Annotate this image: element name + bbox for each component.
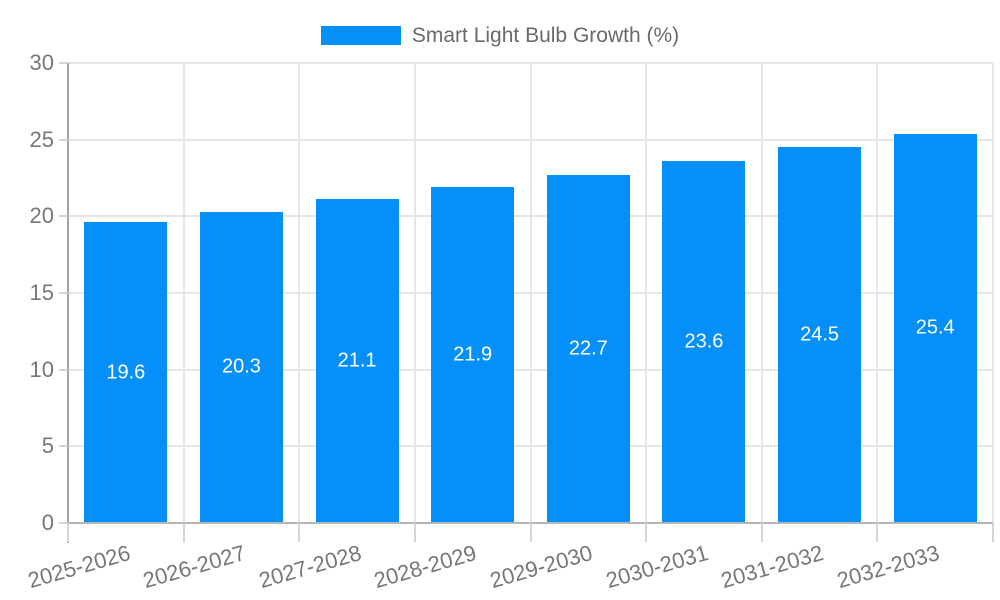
y-tick-label: 10: [29, 356, 54, 382]
x-axis-tick: [645, 523, 648, 542]
legend-item[interactable]: Smart Light Bulb Growth (%): [0, 25, 1000, 46]
y-axis-tick: [59, 62, 68, 64]
legend-swatch-icon: [320, 26, 401, 45]
bar: 21.9: [431, 187, 515, 523]
y-axis-tick: [59, 522, 68, 524]
y-tick-label: 25: [29, 126, 54, 152]
y-axis-tick: [59, 138, 68, 141]
bar: 21.1: [315, 199, 399, 523]
x-tick-label: 2029-2030: [487, 540, 596, 594]
x-tick-label: 2028-2029: [371, 540, 480, 594]
v-gridline: [992, 63, 994, 523]
bar: 24.5: [778, 147, 862, 523]
bar: 20.3: [199, 211, 283, 523]
bar-value-label: 21.1: [337, 349, 377, 372]
x-axis-tick: [529, 523, 532, 542]
legend-label: Smart Light Bulb Growth (%): [411, 24, 680, 47]
bar: 23.6: [662, 161, 746, 523]
v-gridline: [298, 63, 301, 523]
x-axis-tick: [876, 523, 879, 542]
bar-value-label: 19.6: [106, 361, 146, 384]
y-axis-line: [67, 63, 69, 543]
x-tick-label: 2026-2027: [140, 540, 249, 594]
bar-value-label: 20.3: [221, 355, 261, 378]
v-gridline: [529, 63, 532, 523]
y-axis-tick: [59, 445, 68, 448]
v-gridline: [760, 63, 763, 523]
x-tick-label: 2025-2026: [24, 540, 133, 594]
y-axis-tick: [59, 368, 68, 371]
y-tick-label: 20: [29, 203, 54, 229]
bar: 19.6: [84, 222, 168, 523]
v-gridline: [645, 63, 648, 523]
y-tick-label: 15: [29, 280, 54, 305]
x-axis-tick: [67, 523, 69, 542]
bar: 22.7: [546, 174, 630, 523]
y-axis-tick: [59, 215, 68, 218]
bar-value-label: 23.6: [684, 330, 724, 353]
bar: 25.4: [893, 133, 977, 523]
y-tick-label: 30: [29, 50, 54, 75]
y-tick-label: 0: [41, 510, 54, 535]
bar-value-label: 25.4: [915, 316, 955, 339]
x-axis-tick: [298, 523, 301, 542]
bar-value-label: 24.5: [800, 323, 840, 346]
x-tick-label: 2027-2028: [255, 540, 364, 594]
v-gridline: [413, 63, 416, 523]
x-axis-tick: [992, 523, 994, 542]
bar-value-label: 21.9: [453, 343, 493, 366]
x-axis-tick: [182, 523, 185, 542]
x-axis-line: [60, 522, 993, 524]
v-gridline: [182, 63, 185, 523]
x-tick-label: 2031-2032: [718, 540, 827, 594]
x-tick-label: 2030-2031: [602, 540, 711, 594]
v-gridline: [876, 63, 879, 523]
y-axis-tick: [59, 292, 68, 294]
plot-area: 19.6 20.3 21.1 21.9 22.7 23.6 24.5 25.4: [68, 62, 994, 523]
x-tick-label: 2032-2033: [834, 540, 943, 594]
x-axis-tick: [760, 523, 763, 542]
x-axis-tick: [413, 523, 416, 542]
y-tick-label: 5: [41, 433, 54, 459]
bar-value-label: 22.7: [568, 337, 608, 360]
